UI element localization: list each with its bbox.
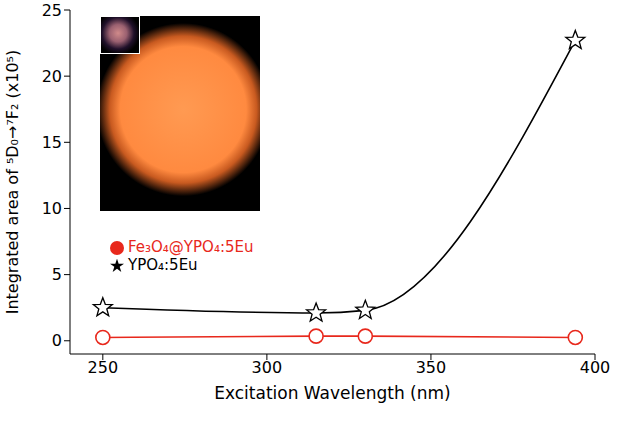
svg-text:400: 400 [580, 358, 611, 377]
html-text:YPO₄:5Eu: YPO₄:5Eu [128, 256, 198, 274]
svg-text:350: 350 [416, 358, 447, 377]
svg-text:10: 10 [42, 199, 62, 218]
svg-text:Excitation Wavelength (nm): Excitation Wavelength (nm) [214, 383, 450, 403]
svg-text:300: 300 [252, 358, 283, 377]
html-text:Fe₃O₄@YPO₄:5Eu: Fe₃O₄@YPO₄:5Eu [128, 238, 254, 256]
svg-text:0: 0 [52, 331, 62, 350]
svg-text:25: 25 [42, 1, 62, 20]
svg-text:5: 5 [52, 265, 62, 284]
svg-text:20: 20 [42, 67, 62, 86]
svg-text:15: 15 [42, 133, 62, 152]
svg-text:Integrated area of ⁵D₀→⁷F₂ (x1: Integrated area of ⁵D₀→⁷F₂ (x10⁵) [3, 50, 22, 315]
svg-text:250: 250 [88, 358, 119, 377]
